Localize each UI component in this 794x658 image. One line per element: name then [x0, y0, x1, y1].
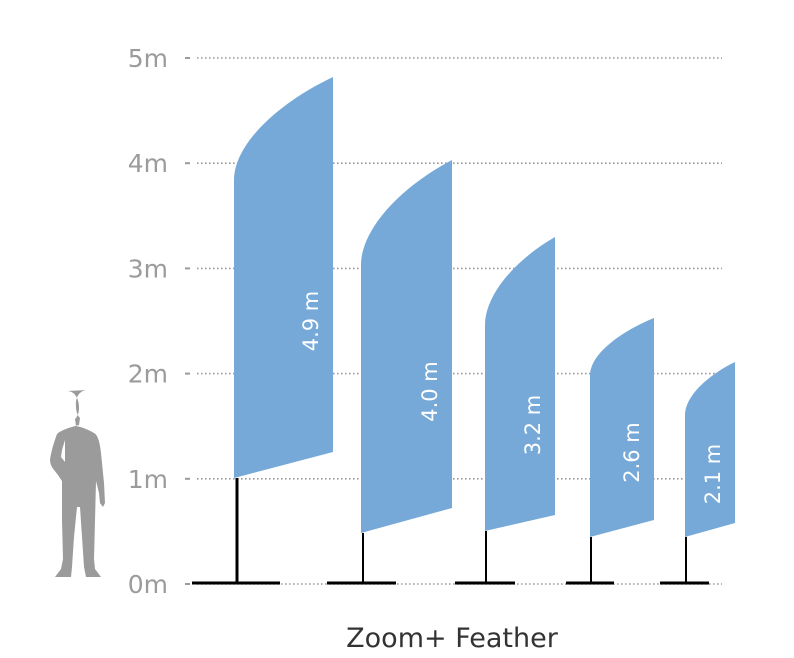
flag-sail [685, 362, 735, 537]
flag-height-label: 3.2 m [521, 395, 545, 456]
flag-height-label: 4.9 m [299, 291, 323, 352]
tick-label: 5m [128, 44, 168, 73]
flag-1: 4.9 m [192, 77, 333, 585]
flag-height-label: 4.0 m [418, 361, 442, 422]
tick-label: 0m [128, 570, 168, 599]
flag-sail [361, 160, 452, 533]
flag-2: 4.0 m [327, 160, 452, 585]
y-axis-ticks: 0m 1m 2m 3m 4m 5m [128, 44, 168, 599]
human-silhouette-icon [50, 390, 105, 577]
tick-label: 4m [128, 149, 168, 178]
tick-label: 1m [128, 465, 168, 494]
diagram-title: Zoom+ Feather [346, 623, 559, 654]
flag-height-label: 2.1 m [701, 444, 725, 505]
tick-label: 3m [128, 254, 168, 283]
flag-sail [590, 318, 654, 537]
flag-5: 2.1 m [660, 362, 735, 585]
flag-3: 3.2 m [455, 237, 555, 585]
flag-sail [234, 77, 333, 478]
flags: 4.9 m 4.0 m 3.2 m 2.6 m 2.1 m [192, 77, 735, 585]
flag-4: 2.6 m [566, 318, 654, 585]
flag-sail [485, 237, 555, 531]
tick-label: 2m [128, 360, 168, 389]
flag-height-label: 2.6 m [620, 422, 644, 483]
